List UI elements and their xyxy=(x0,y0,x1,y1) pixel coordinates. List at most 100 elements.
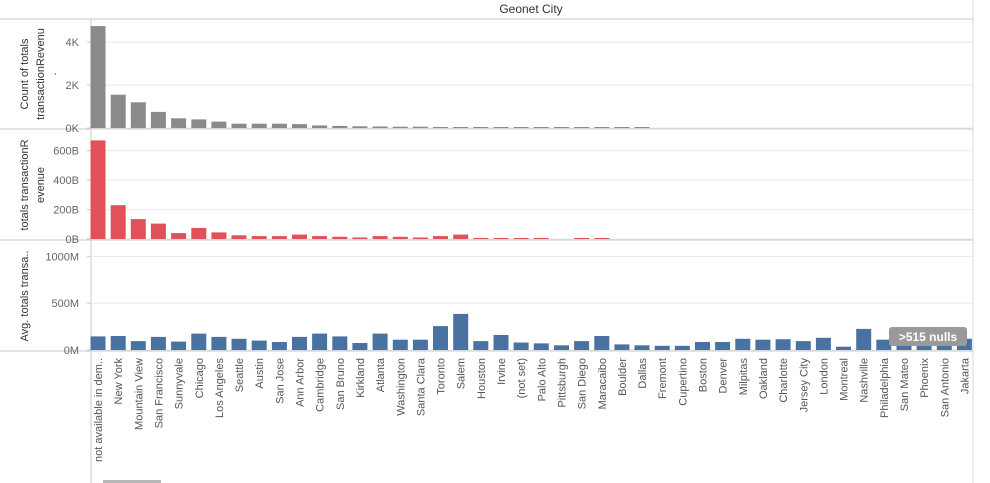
bar xyxy=(554,127,569,128)
bar xyxy=(473,341,489,350)
x-tick-label: Toronto xyxy=(436,358,448,395)
bar xyxy=(332,236,348,239)
bar xyxy=(130,102,146,129)
x-tick-label: Salem xyxy=(456,358,468,389)
bar xyxy=(433,127,448,128)
bar xyxy=(674,345,690,350)
bar xyxy=(815,337,831,350)
y-tick-label: 500M xyxy=(51,298,79,310)
bar xyxy=(110,94,126,128)
bar xyxy=(554,345,569,350)
bar xyxy=(372,333,388,350)
bar xyxy=(634,345,650,350)
bar xyxy=(533,343,549,350)
y-axis-label: totals transactionR xyxy=(19,139,31,230)
bar xyxy=(90,140,106,239)
bar xyxy=(150,336,166,350)
bar xyxy=(594,336,610,350)
x-tick-label: not available in dem.. xyxy=(93,358,105,462)
bar xyxy=(271,342,287,350)
bar xyxy=(251,236,267,239)
x-tick-label: Fremont xyxy=(657,358,669,399)
x-tick-label: Boulder xyxy=(617,358,629,396)
bar xyxy=(594,127,610,128)
y-tick-label: 1000M xyxy=(45,251,79,263)
bar xyxy=(412,126,428,128)
bar xyxy=(372,126,388,128)
bar xyxy=(191,228,207,239)
bar xyxy=(271,236,287,239)
x-tick-label: Oakland xyxy=(758,358,770,399)
bar xyxy=(614,344,630,350)
bar xyxy=(251,340,267,350)
bar xyxy=(755,339,771,350)
bar xyxy=(90,26,106,129)
bar xyxy=(533,238,549,239)
bar xyxy=(473,127,489,128)
x-tick-label: Palo Alto xyxy=(536,358,548,401)
bar xyxy=(412,237,428,239)
bar xyxy=(171,233,187,239)
x-tick-label: Nashville xyxy=(859,358,871,403)
bar xyxy=(594,238,610,239)
bar xyxy=(191,119,207,128)
bar xyxy=(695,342,710,350)
x-tick-label: San Diego xyxy=(577,358,589,409)
x-tick-label: Boston xyxy=(698,358,710,392)
x-tick-label: Philadelphia xyxy=(879,357,891,418)
bar xyxy=(493,127,509,128)
bar xyxy=(211,232,227,239)
x-tick-label: Mountain View xyxy=(133,358,145,430)
bar xyxy=(574,238,590,239)
x-tick-label: Atlanta xyxy=(375,357,387,392)
x-tick-label: San Mateo xyxy=(899,358,911,411)
y-tick-label: 600B xyxy=(53,146,79,158)
y-axis-label: Avg. totals transa.. xyxy=(19,251,31,342)
bar xyxy=(836,346,851,350)
bar xyxy=(392,126,408,128)
bar xyxy=(352,237,368,239)
bar xyxy=(171,341,187,350)
x-tick-label: Los Angeles xyxy=(214,358,226,418)
x-tick-label: Washington xyxy=(395,358,407,416)
x-tick-label: Santa Clara xyxy=(415,357,427,416)
x-tick-label: Montreal xyxy=(839,358,851,401)
x-tick-label: Irvine xyxy=(496,358,508,385)
x-tick-label: San Antonio xyxy=(939,358,951,417)
bar xyxy=(352,126,368,128)
x-tick-label: Milpitas xyxy=(738,358,750,396)
y-axis-label: . xyxy=(47,72,59,75)
bar xyxy=(634,127,650,128)
bar xyxy=(876,339,892,350)
bar xyxy=(150,223,166,239)
x-tick-label: Charlotte xyxy=(778,358,790,403)
bar xyxy=(292,336,307,350)
bar xyxy=(332,125,348,128)
nulls-badge-label: >515 nulls xyxy=(899,330,958,344)
x-tick-label: San Bruno xyxy=(335,358,347,410)
bar xyxy=(231,338,247,350)
panel-1: 0K 2K 4K Count of totals transactionRevenu. xyxy=(19,26,650,135)
bar xyxy=(513,342,529,350)
x-tick-label: Phoenix xyxy=(919,358,931,398)
horizontal-scrollbar[interactable] xyxy=(103,480,161,483)
y-axis-label: Count of totals xyxy=(19,38,31,109)
bar xyxy=(715,342,731,350)
bar xyxy=(392,339,408,350)
x-tick-label: Cupertino xyxy=(677,358,689,406)
bar xyxy=(130,219,146,239)
chart-title: Geonet City xyxy=(499,2,562,16)
bar xyxy=(211,121,227,128)
bar xyxy=(150,111,166,128)
x-tick-label: Jakarta xyxy=(959,357,971,394)
bar xyxy=(473,238,489,239)
bar xyxy=(433,326,448,350)
nulls-badge[interactable]: >515 nulls xyxy=(889,327,967,346)
y-tick-label: 2K xyxy=(66,80,80,92)
x-axis-labels: not available in dem.. New York Mountain V… xyxy=(93,357,971,462)
x-tick-label: Austin xyxy=(254,358,266,389)
x-tick-label: Cambridge xyxy=(315,358,327,412)
x-tick-label: San Francisco xyxy=(153,358,165,428)
